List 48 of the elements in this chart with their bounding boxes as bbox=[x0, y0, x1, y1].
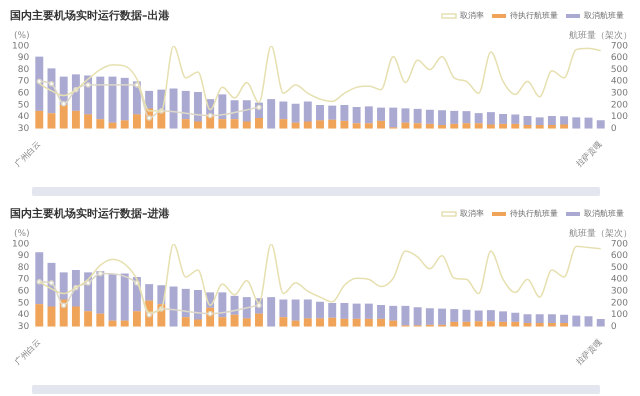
y2-tick-label: 400 bbox=[610, 76, 628, 87]
legend-label: 待执行航班量 bbox=[510, 209, 558, 218]
y-axis-title: (%) bbox=[14, 228, 30, 239]
y-tick-label: 40 bbox=[18, 310, 30, 320]
y2-tick-label: 0 bbox=[610, 322, 617, 332]
y-tick-label: 70 bbox=[18, 76, 30, 87]
y2-tick-label: 700 bbox=[610, 239, 628, 250]
y2-axis-title: 航班量（架次） bbox=[569, 228, 632, 239]
legend-label: 取消航班量 bbox=[584, 11, 624, 20]
y-tick-label: 50 bbox=[18, 100, 30, 110]
y-tick-label: 50 bbox=[18, 298, 30, 308]
chart-title: 国内主要机场实时运行数据–出港 bbox=[10, 8, 170, 23]
y-tick-label: 90 bbox=[18, 53, 30, 64]
y-tick-label: 100 bbox=[12, 239, 30, 250]
y-tick-label: 60 bbox=[18, 286, 30, 297]
x-tick-label: 拉萨贡嘎 bbox=[574, 338, 604, 366]
y2-tick-label: 400 bbox=[610, 274, 628, 285]
legend-label: 待执行航班量 bbox=[510, 11, 558, 20]
y-tick-label: 60 bbox=[18, 88, 30, 99]
y2-axis-title: 航班量（架次） bbox=[569, 30, 632, 41]
y-tick-label: 70 bbox=[18, 274, 30, 285]
chart-title: 国内主要机场实时运行数据–进港 bbox=[10, 206, 170, 221]
y-axis-title: (%) bbox=[14, 30, 30, 41]
legend-label: 取消航班量 bbox=[584, 209, 624, 218]
y2-tick-label: 500 bbox=[610, 262, 628, 273]
y-tick-label: 80 bbox=[18, 262, 30, 273]
y-tick-label: 30 bbox=[18, 124, 30, 134]
y-tick-label: 100 bbox=[12, 41, 30, 52]
y2-tick-label: 200 bbox=[610, 100, 628, 110]
y-tick-label: 90 bbox=[18, 251, 30, 262]
y2-tick-label: 700 bbox=[610, 41, 628, 52]
y2-tick-label: 100 bbox=[610, 112, 628, 122]
y-tick-label: 30 bbox=[18, 322, 30, 332]
y2-tick-label: 100 bbox=[610, 310, 628, 320]
y2-tick-label: 500 bbox=[610, 64, 628, 75]
y2-tick-label: 0 bbox=[610, 124, 617, 134]
x-tick-label: 拉萨贡嘎 bbox=[574, 140, 604, 168]
x-tick-label: 广州白云 bbox=[13, 140, 42, 168]
legend-label: 取消率 bbox=[460, 209, 484, 218]
y-tick-label: 80 bbox=[18, 64, 30, 75]
x-tick-label: 广州白云 bbox=[13, 338, 42, 366]
y2-tick-label: 600 bbox=[610, 53, 628, 64]
y2-tick-label: 200 bbox=[610, 298, 628, 308]
y-tick-label: 40 bbox=[18, 112, 30, 122]
y2-tick-label: 300 bbox=[610, 88, 628, 99]
y2-tick-label: 600 bbox=[610, 251, 628, 262]
legend-label: 取消率 bbox=[460, 11, 484, 20]
y2-tick-label: 300 bbox=[610, 286, 628, 297]
